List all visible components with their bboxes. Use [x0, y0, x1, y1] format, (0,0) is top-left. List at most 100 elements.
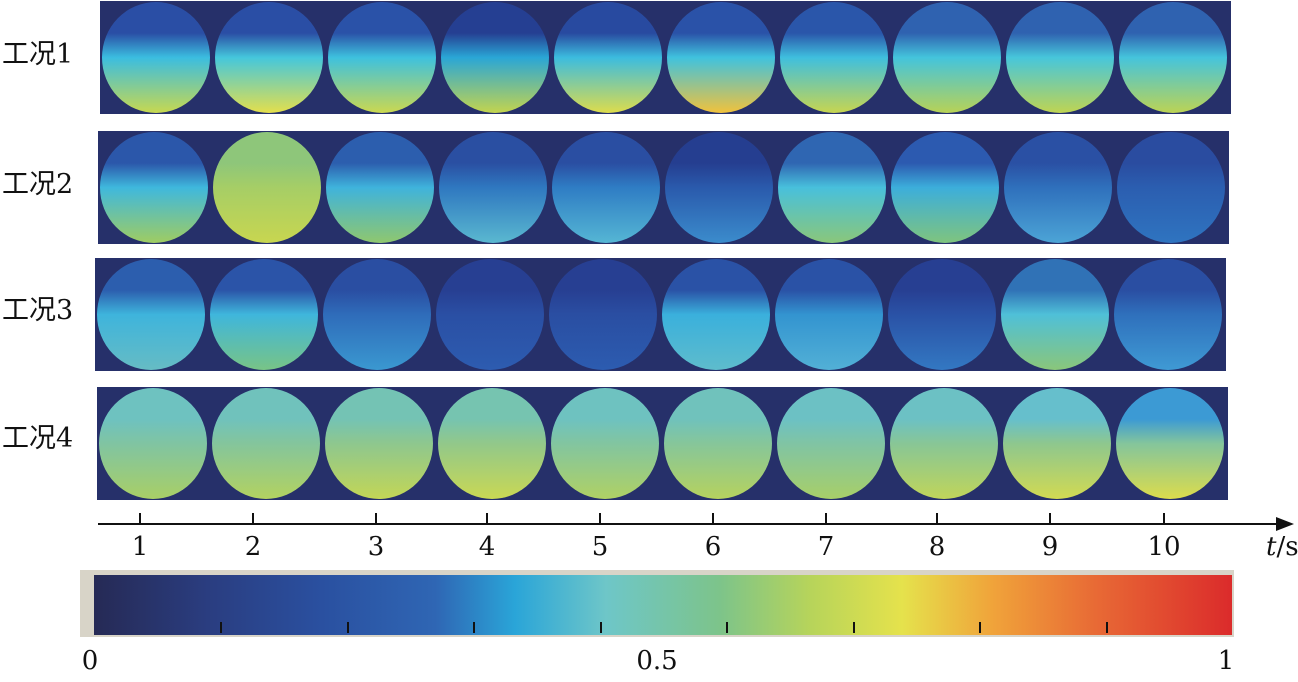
colorbar-min-label: 0 [81, 646, 99, 676]
concentration-disk [665, 132, 773, 243]
frame-r4-t4 [436, 387, 548, 500]
frame-r2-t3 [324, 131, 436, 244]
concentration-disk [1114, 259, 1222, 370]
row-label-1: 工况1 [2, 39, 74, 70]
time-tick-label: 10 [1147, 532, 1181, 562]
time-axis-tick [139, 513, 141, 524]
concentration-disk [441, 2, 549, 113]
concentration-disk [323, 259, 431, 370]
concentration-disk [325, 388, 433, 499]
frame-strip-4 [97, 387, 1228, 500]
row-label-3: 工况3 [2, 295, 74, 326]
frame-r1-t4 [439, 1, 551, 114]
frame-r2-t4 [437, 131, 549, 244]
colorbar-max-label: 1 [1217, 646, 1235, 676]
colorbar-tick [1106, 622, 1108, 633]
concentration-disk [215, 2, 323, 113]
frame-r4-t1 [97, 387, 209, 500]
concentration-disk [664, 388, 772, 499]
frame-r2-t5 [550, 131, 662, 244]
concentration-disk [551, 388, 659, 499]
frame-r2-t8 [889, 131, 1001, 244]
time-axis-tick [599, 513, 601, 524]
concentration-disk [775, 259, 883, 370]
frame-r1-t2 [213, 1, 325, 114]
frame-r4-t9 [1001, 387, 1113, 500]
time-axis-line [98, 523, 1278, 525]
concentration-disk [549, 259, 657, 370]
frame-r3-t1 [95, 258, 207, 371]
concentration-disk [893, 2, 1001, 113]
concentration-disk [210, 259, 318, 370]
frame-r3-t5 [547, 258, 659, 371]
frame-r3-t3 [321, 258, 433, 371]
concentration-disk [888, 259, 996, 370]
frame-r4-t5 [549, 387, 661, 500]
time-axis-tick [1163, 513, 1165, 524]
frame-r4-t8 [888, 387, 1000, 500]
time-tick-label: 2 [244, 532, 262, 562]
time-axis-variable: t [1266, 532, 1277, 562]
time-axis-label: t/s [1266, 532, 1298, 562]
frame-r2-t7 [776, 131, 888, 244]
frame-r4-t3 [323, 387, 435, 500]
colorbar-tick [347, 622, 349, 633]
time-tick-label: 4 [478, 532, 496, 562]
colorbar [94, 575, 1232, 635]
colorbar-tick [473, 622, 475, 633]
concentration-disk [212, 388, 320, 499]
concentration-disk [780, 2, 888, 113]
time-tick-label: 9 [1041, 532, 1059, 562]
concentration-disk [552, 132, 660, 243]
time-tick-label: 3 [367, 532, 385, 562]
colorbar-tick [220, 622, 222, 633]
frame-r4-t2 [210, 387, 322, 500]
frame-r2-t10 [1115, 131, 1227, 244]
concentration-disk [102, 2, 210, 113]
frame-r1-t9 [1004, 1, 1116, 114]
concentration-disk [328, 2, 436, 113]
time-tick-label: 1 [131, 532, 149, 562]
frame-strip-1 [100, 1, 1231, 114]
concentration-disk [1006, 2, 1114, 113]
concentration-disk [438, 388, 546, 499]
time-axis-tick [486, 513, 488, 524]
frame-r4-t6 [662, 387, 774, 500]
frame-r3-t7 [773, 258, 885, 371]
concentration-disk [100, 132, 208, 243]
concentration-disk [554, 2, 662, 113]
concentration-disk [439, 132, 547, 243]
concentration-disk [213, 132, 321, 243]
colorbar-tick [853, 622, 855, 633]
time-axis-unit: /s [1276, 532, 1298, 562]
time-tick-label: 6 [704, 532, 722, 562]
row-label-4: 工况4 [2, 423, 74, 454]
frame-r4-t7 [775, 387, 887, 500]
frame-r1-t1 [100, 1, 212, 114]
concentration-disk [1004, 132, 1112, 243]
concentration-disk [436, 259, 544, 370]
colorbar-tick [979, 622, 981, 633]
frame-r2-t1 [98, 131, 210, 244]
frame-r3-t2 [208, 258, 320, 371]
time-tick-label: 5 [591, 532, 609, 562]
frame-r2-t6 [663, 131, 775, 244]
frame-r1-t7 [778, 1, 890, 114]
concentration-disk [1117, 132, 1225, 243]
concentration-disk [99, 388, 207, 499]
frame-strip-3 [95, 258, 1226, 371]
time-axis-tick [712, 513, 714, 524]
concentration-disk [662, 259, 770, 370]
concentration-disk [1003, 388, 1111, 499]
frame-r2-t2 [211, 131, 323, 244]
frame-r3-t9 [999, 258, 1111, 371]
concentration-disk [890, 388, 998, 499]
frame-r3-t10 [1112, 258, 1224, 371]
row-label-2: 工况2 [2, 169, 74, 200]
frame-r3-t8 [886, 258, 998, 371]
concentration-disk [667, 2, 775, 113]
concentration-disk [97, 259, 205, 370]
frame-r4-t10 [1114, 387, 1226, 500]
concentration-disk [1116, 388, 1224, 499]
